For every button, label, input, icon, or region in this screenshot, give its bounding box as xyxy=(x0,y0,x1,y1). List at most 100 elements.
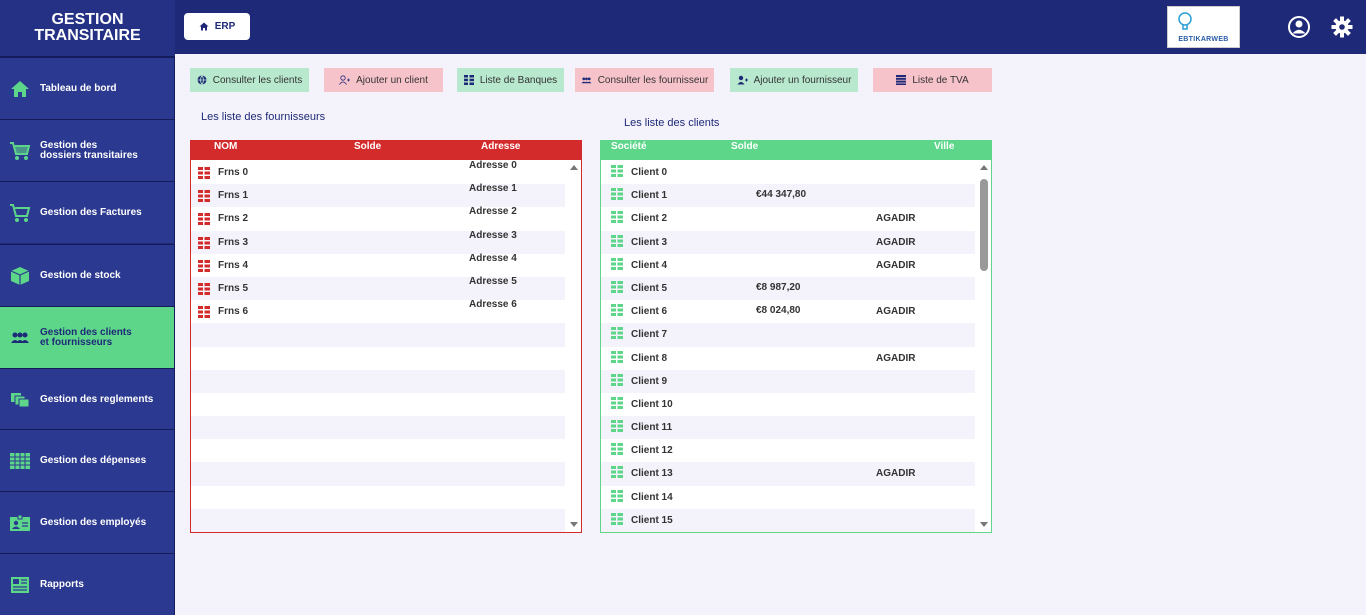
col-header-name[interactable]: NOM FOURNISSEUR xyxy=(214,142,287,152)
sidebar-item-reglements[interactable]: Gestion des reglements xyxy=(0,368,175,430)
client-city: AGADIR xyxy=(876,213,916,225)
grid-icon xyxy=(611,443,623,458)
banks-list-button[interactable]: Liste de Banques xyxy=(457,68,564,92)
sidebar-item-label: Gestion des dépenses xyxy=(40,454,147,466)
table-row[interactable]: Client 3 AGADIR xyxy=(601,230,975,254)
supplier-name: Frns 5 xyxy=(218,282,249,294)
table-row[interactable]: Frns 4 Adresse 4 xyxy=(191,252,565,277)
table-row[interactable]: Client 0 xyxy=(601,161,975,184)
globe-icon xyxy=(197,75,207,85)
supplier-name: Frns 0 xyxy=(218,167,249,178)
table-row[interactable]: Client 7 xyxy=(601,323,975,347)
table-row[interactable]: Frns 1 Adresse 1 xyxy=(191,183,565,208)
sidebar-item-dashboard[interactable]: Tableau de bord xyxy=(0,57,175,119)
grid-icon xyxy=(611,396,623,412)
grid-icon xyxy=(611,257,623,273)
sidebar-item-factures[interactable]: Gestion des Factures xyxy=(0,181,175,243)
gear-icon[interactable] xyxy=(1331,16,1353,38)
supplier-address: Adresse 5 xyxy=(469,275,517,287)
clients-scrollbar[interactable] xyxy=(979,163,989,529)
supplier-address: Adresse 4 xyxy=(469,252,517,264)
table-row[interactable]: Client 4 AGADIR xyxy=(601,254,975,277)
sidebar-item-employes[interactable]: Gestion des employés xyxy=(0,491,175,553)
consult-suppliers-button[interactable]: Consulter les fournisseur xyxy=(575,68,714,92)
table-row[interactable]: Client 2 AGADIR xyxy=(601,207,975,230)
table-row[interactable]: Client 1 €44 347,80 xyxy=(601,184,975,208)
supplier-name: Frns 1 xyxy=(218,190,249,202)
empty-row xyxy=(191,508,565,532)
scroll-up-icon[interactable] xyxy=(980,165,988,170)
table-row[interactable]: Frns 2 Adresse 2 xyxy=(191,206,565,230)
table-row[interactable]: Frns 0 Adresse 0 xyxy=(191,160,565,184)
col-header-balance[interactable]: Solde xyxy=(731,141,759,152)
empty-row xyxy=(191,439,565,462)
grid-icon xyxy=(198,306,210,321)
erp-button[interactable]: ERP xyxy=(184,13,250,40)
empty-row xyxy=(191,486,565,509)
empty-row xyxy=(191,347,565,370)
suppliers-table-header: NOM FOURNISSEUR Solde Adresse xyxy=(190,140,582,160)
client-name: Client 5 xyxy=(631,282,668,294)
sidebar-item-stock[interactable]: Gestion de stock xyxy=(0,244,175,306)
clients-table-body: Client 0 Client 1 €44 347,80 Client 2 AGADIR… xyxy=(601,161,975,532)
suppliers-scrollbar[interactable] xyxy=(569,163,579,529)
grid-icon xyxy=(198,236,210,252)
empty-row xyxy=(191,323,565,347)
table-row[interactable]: Client 10 xyxy=(601,393,975,416)
consult-clients-button[interactable]: Consulter les clients xyxy=(190,68,309,92)
client-name: Client 13 xyxy=(631,468,673,480)
supplier-address: Adresse 6 xyxy=(469,299,517,311)
grid-icon xyxy=(463,75,474,85)
box-icon xyxy=(0,266,40,286)
cart-outline-icon xyxy=(0,203,40,223)
table-row[interactable]: Client 14 xyxy=(601,486,975,509)
supplier-name: Frns 4 xyxy=(218,259,249,271)
table-row[interactable]: Client 13 AGADIR xyxy=(601,462,975,486)
table-icon xyxy=(0,452,40,469)
empty-row xyxy=(191,393,565,416)
table-row[interactable]: Client 12 xyxy=(601,439,975,462)
col-header-city[interactable]: Ville xyxy=(934,141,955,152)
add-client-button[interactable]: Ajouter un client xyxy=(324,68,443,92)
table-row[interactable]: Client 11 xyxy=(601,416,975,440)
table-row[interactable]: Client 15 xyxy=(601,508,975,532)
sidebar-item-clients-fournisseurs[interactable]: Gestion des clients et fournisseurs xyxy=(0,306,175,368)
col-header-balance[interactable]: Solde xyxy=(354,141,382,152)
scroll-up-icon[interactable] xyxy=(570,165,578,170)
client-balance: €44 347,80 xyxy=(756,189,807,201)
table-row[interactable]: Client 5 €8 987,20 xyxy=(601,276,975,301)
col-header-address[interactable]: Adresse xyxy=(481,141,521,152)
table-row[interactable]: Frns 3 Adresse 3 xyxy=(191,230,565,254)
vat-list-button[interactable]: Liste de TVA xyxy=(873,68,992,92)
suppliers-table-body: Frns 0 Adresse 0 Frns 1 Adresse 1 Frns 2 Adre… xyxy=(191,160,565,532)
home-icon xyxy=(0,80,40,98)
client-name: Client 9 xyxy=(631,375,668,387)
sidebar-item-label: Gestion des dossiers transitaires xyxy=(40,139,138,161)
table-row[interactable]: Frns 5 Adresse 5 xyxy=(191,275,565,301)
home-icon xyxy=(199,22,209,31)
empty-row xyxy=(191,369,565,393)
col-header-company[interactable]: Société xyxy=(611,141,647,152)
sidebar-item-label: Gestion des clients et fournisseurs xyxy=(40,326,132,348)
sidebar-item-dossiers[interactable]: Gestion des dossiers transitaires xyxy=(0,119,175,181)
erp-label: ERP xyxy=(214,21,236,32)
sidebar-item-depenses[interactable]: Gestion des dépenses xyxy=(0,429,175,491)
add-supplier-button[interactable]: Ajouter un fournisseur xyxy=(730,68,858,92)
client-name: Client 3 xyxy=(631,236,668,248)
scroll-thumb[interactable] xyxy=(980,179,988,271)
sidebar-item-label: Gestion des Factures xyxy=(40,206,142,218)
client-name: Client 10 xyxy=(631,398,673,410)
scroll-down-icon[interactable] xyxy=(980,522,988,527)
table-row[interactable]: Frns 6 Adresse 6 xyxy=(191,299,565,323)
grid-icon xyxy=(611,373,623,389)
table-row[interactable]: Client 9 xyxy=(601,369,975,393)
client-name: Client 4 xyxy=(631,259,668,271)
grid-icon xyxy=(611,280,623,296)
table-row[interactable]: Client 8 AGADIR xyxy=(601,347,975,370)
brand-title: GESTION TRANSITAIRE xyxy=(0,0,175,57)
sidebar-item-label: Gestion des reglements xyxy=(40,393,154,405)
table-row[interactable]: Client 6 €8 024,80 AGADIR xyxy=(601,300,975,323)
scroll-down-icon[interactable] xyxy=(570,522,578,527)
sidebar-item-rapports[interactable]: Rapports xyxy=(0,553,175,615)
user-icon[interactable] xyxy=(1288,16,1310,38)
